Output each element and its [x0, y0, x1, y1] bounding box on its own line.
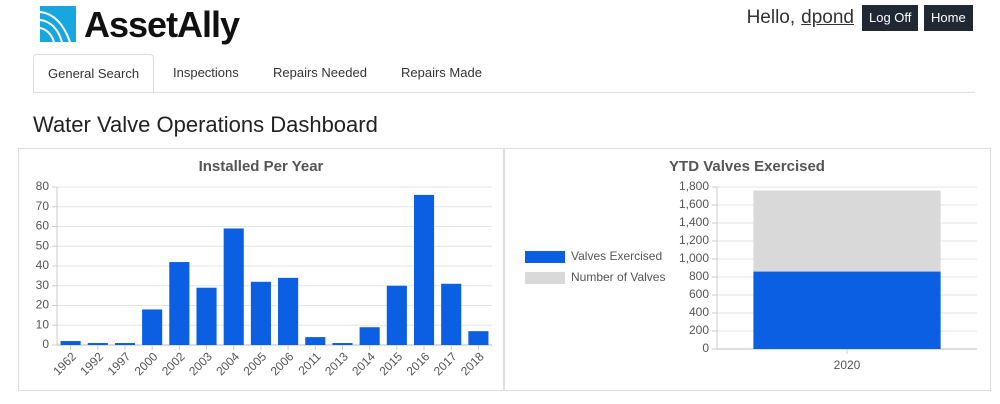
logo-text: AssetAlly — [84, 4, 240, 45]
chart-title: Installed Per Year — [199, 158, 324, 175]
bar — [359, 327, 380, 345]
y-tick-label: 800 — [689, 269, 709, 283]
user-link[interactable]: dpond — [801, 7, 854, 28]
x-tick-label: 2004 — [213, 349, 242, 378]
y-tick-label: 80 — [36, 179, 50, 193]
bar — [753, 271, 941, 349]
panel — [18, 148, 505, 391]
tab[interactable]: Repairs Needed — [273, 65, 367, 80]
y-tick-label: 1,000 — [679, 251, 709, 265]
x-tick-label: 2003 — [186, 349, 215, 378]
legend-swatch — [525, 251, 565, 263]
home-button[interactable]: Home — [924, 5, 973, 31]
y-tick-label: 70 — [36, 199, 50, 213]
bar — [386, 285, 407, 345]
bar — [441, 283, 462, 345]
bar — [87, 343, 108, 345]
tab[interactable]: Inspections — [173, 65, 239, 80]
x-tick-label: 2017 — [431, 349, 460, 378]
bar — [413, 194, 435, 345]
panel — [503, 148, 991, 391]
x-tick-label: 2006 — [268, 349, 297, 378]
x-tick-label: 2020 — [834, 358, 861, 372]
y-tick-label: 10 — [36, 317, 50, 331]
legend-label: Number of Valves — [571, 270, 665, 284]
y-tick-label: 30 — [36, 278, 50, 292]
bar — [468, 331, 489, 345]
x-tick-label: 1997 — [105, 349, 134, 378]
y-tick-label: 0 — [42, 337, 49, 351]
x-tick-label: 2013 — [322, 349, 351, 378]
y-tick-label: 40 — [36, 258, 50, 272]
chart: YTD Valves Exercised 0 200 400 600 800 1,000 1,… — [525, 158, 977, 372]
bar — [223, 228, 244, 345]
y-tick-label: 1,600 — [679, 197, 709, 211]
legend-swatch — [525, 272, 565, 284]
logoff-button[interactable]: Log Off — [862, 5, 919, 31]
y-tick-label: 1,800 — [679, 179, 709, 193]
chart: Installed Per Year0102030405060708019621… — [36, 158, 492, 378]
x-tick-label: 2018 — [458, 349, 487, 378]
chart-title: YTD Valves Exercised — [669, 158, 825, 175]
greeting-text: Hello, — [746, 7, 796, 28]
tab-bar: General Search Inspections Repairs Neede… — [33, 54, 975, 94]
y-tick-label: 50 — [36, 238, 50, 252]
bar — [169, 262, 190, 345]
x-tick-label: 2011 — [295, 349, 323, 377]
x-tick-label: 2016 — [404, 349, 433, 378]
y-tick-label: 20 — [36, 298, 50, 312]
bar — [278, 277, 299, 345]
x-tick-label: 2002 — [159, 349, 188, 378]
legend-label: Valves Exercised — [571, 249, 662, 263]
tab[interactable]: Repairs Made — [401, 65, 482, 80]
bar — [60, 341, 81, 345]
bar — [196, 287, 217, 345]
tab[interactable]: General Search — [33, 54, 155, 94]
bar — [114, 343, 136, 345]
y-tick-label: 1,400 — [679, 215, 709, 229]
x-tick-label: 2000 — [132, 349, 161, 378]
x-tick-label: 2015 — [376, 349, 405, 378]
x-tick-label: 2005 — [240, 349, 269, 378]
x-tick-label: 2014 — [349, 349, 378, 378]
bar — [332, 343, 353, 345]
y-tick-label: 400 — [689, 305, 709, 319]
logo-icon — [40, 6, 76, 42]
dashboard-title: Water Valve Operations Dashboard — [33, 112, 378, 137]
bar — [250, 281, 271, 345]
y-tick-label: 1,200 — [679, 233, 709, 247]
y-tick-label: 200 — [689, 323, 709, 337]
bar — [305, 337, 326, 345]
y-tick-label: 0 — [702, 341, 709, 355]
y-tick-label: 600 — [689, 287, 709, 301]
bar — [142, 309, 163, 345]
x-tick-label: 1992 — [77, 349, 106, 378]
greeting: Hello, dpond — [747, 7, 854, 29]
y-tick-label: 60 — [36, 219, 50, 233]
x-tick-label: 1962 — [50, 349, 79, 378]
